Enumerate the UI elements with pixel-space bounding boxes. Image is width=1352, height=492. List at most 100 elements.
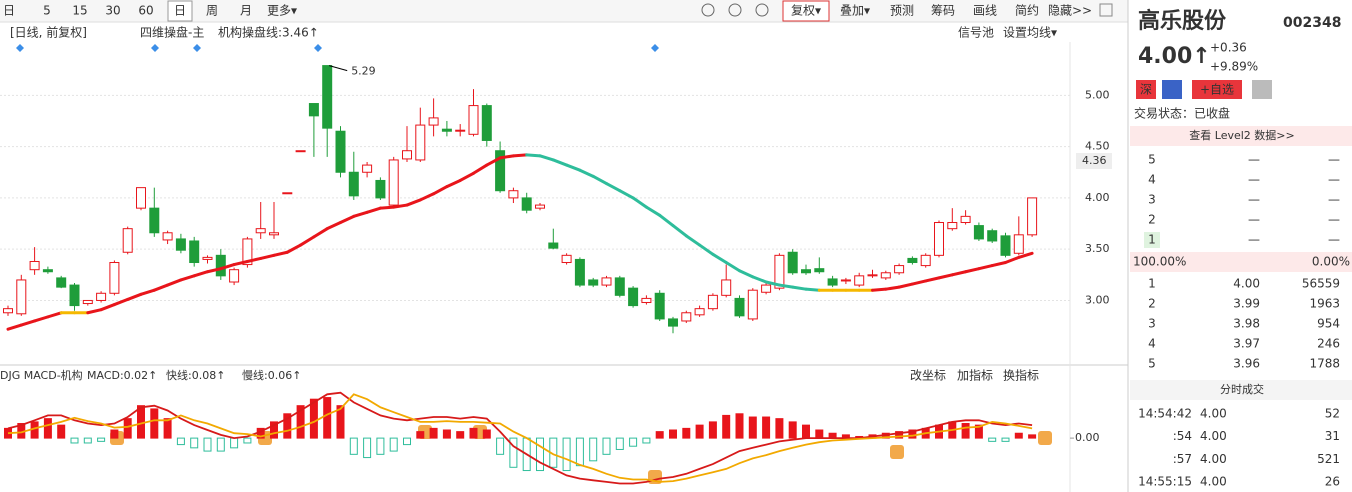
ma-line: [1017, 251, 1034, 259]
ask-level: 2: [1148, 213, 1156, 227]
ma-line: [285, 243, 303, 254]
ma-line: [551, 158, 569, 167]
tool-button[interactable]: 隐藏>>: [1048, 4, 1092, 18]
period-tab[interactable]: 月: [240, 4, 252, 18]
macd-bar: [110, 429, 119, 439]
period-tab[interactable]: 5: [43, 4, 51, 18]
y-tick-label: 3.00: [1085, 293, 1110, 306]
ma-line: [684, 234, 702, 247]
candle-body: [628, 287, 639, 307]
candle-body: [415, 124, 426, 161]
ma-line: [485, 156, 502, 167]
y-tick-label: 3.50: [1085, 242, 1110, 255]
ratio-bar: [1130, 252, 1352, 272]
selected-period-box: [167, 0, 193, 22]
bid-level: 5: [1148, 357, 1156, 371]
period-tab[interactable]: 更多▾: [267, 4, 297, 18]
tool-button[interactable]: 复权▾: [791, 4, 821, 18]
undo-icon[interactable]: [701, 3, 715, 17]
ma-line: [126, 292, 143, 301]
flash-icon[interactable]: [1162, 80, 1182, 99]
ma-line: [884, 285, 901, 291]
stock-name: 高乐股份: [1138, 8, 1227, 34]
watch-button[interactable]: [1192, 80, 1242, 99]
candle-body: [308, 103, 319, 117]
candle-body: [601, 277, 612, 286]
macd-bar: [456, 431, 465, 439]
ma-line: [86, 308, 103, 315]
ma-line: [166, 278, 183, 287]
toolbar-bg: [0, 0, 1352, 22]
ma-line: [139, 288, 156, 296]
ma-line: [325, 221, 342, 231]
tool-button[interactable]: 叠加▾: [840, 4, 870, 18]
period-tab[interactable]: 15: [72, 4, 87, 18]
candle-body: [322, 65, 333, 129]
ma-settings[interactable]: 设置均线▾: [1003, 26, 1057, 40]
macd-bar: [203, 437, 212, 452]
period-tab[interactable]: 周: [206, 4, 218, 18]
level2-bar[interactable]: [1130, 126, 1352, 146]
trade-volume: 521: [1317, 452, 1340, 466]
tool-button[interactable]: 筹码: [931, 4, 955, 18]
ma-line: [112, 297, 130, 307]
indicator-button[interactable]: 换指标: [1003, 368, 1039, 383]
candle-body: [481, 105, 492, 141]
trade-price: 4.00: [1200, 407, 1227, 421]
alert-icon[interactable]: [1252, 80, 1272, 99]
macd-bar: [482, 429, 491, 439]
fullscreen-icon[interactable]: [1099, 3, 1113, 17]
candle-body: [362, 164, 373, 173]
macd-bar: [815, 429, 824, 439]
indicator-button[interactable]: 改坐标: [910, 369, 946, 383]
candle-body: [428, 117, 439, 126]
candle-body: [16, 279, 27, 315]
period-tab[interactable]: 60: [138, 4, 153, 18]
macd-bar: [163, 418, 172, 439]
ma-line: [46, 311, 63, 319]
candle-body: [774, 254, 785, 289]
ma-line: [33, 315, 50, 323]
candle-body: [854, 275, 865, 286]
watch-button-text[interactable]: +自选: [1200, 83, 1234, 97]
tool-button[interactable]: 画线: [973, 4, 997, 18]
level2-link[interactable]: 查看 Level2 数据>>: [1189, 128, 1294, 142]
ma-line: [871, 287, 888, 292]
signal-pool[interactable]: 信号池: [958, 26, 994, 40]
macd-bar: [216, 437, 225, 452]
indicator-button[interactable]: 加指标: [957, 368, 993, 383]
macd-bar: [309, 398, 318, 439]
macd-bar: [655, 431, 664, 439]
macd-bar: [988, 437, 997, 442]
tool-button[interactable]: 预测: [890, 4, 914, 18]
candle-body: [122, 228, 133, 253]
ma-line: [605, 182, 622, 193]
y-tick-label: 5.00: [1085, 88, 1110, 101]
period-tab[interactable]: 日: [174, 4, 186, 18]
zoom-out-icon[interactable]: [755, 3, 769, 17]
ask-price: —: [1248, 213, 1260, 227]
period-tab[interactable]: 日: [3, 4, 15, 18]
ma-line: [245, 256, 263, 263]
tool-button[interactable]: 简约: [1015, 3, 1039, 18]
ma-line: [232, 259, 249, 267]
macd-bar: [642, 437, 651, 444]
period-tab[interactable]: 30: [105, 4, 120, 18]
macd-bar: [629, 437, 638, 447]
candle-body: [455, 129, 466, 132]
signal-icon: [890, 445, 904, 459]
ma-line: [418, 192, 436, 202]
signal-icon: [1038, 431, 1052, 445]
macd-bar: [496, 437, 505, 455]
trade-volume: 52: [1325, 407, 1340, 421]
zoom-in-icon[interactable]: [728, 3, 742, 17]
trade-status: 交易状态：已收盘: [1134, 106, 1230, 121]
macd-bar: [682, 427, 691, 439]
ma-line: [644, 205, 662, 217]
bid-price: 3.97: [1233, 337, 1260, 351]
candle-body: [29, 260, 40, 271]
ma-line: [458, 171, 475, 182]
macd-bar: [1001, 437, 1010, 442]
candle-body: [721, 279, 732, 296]
ma-line: [378, 205, 396, 210]
